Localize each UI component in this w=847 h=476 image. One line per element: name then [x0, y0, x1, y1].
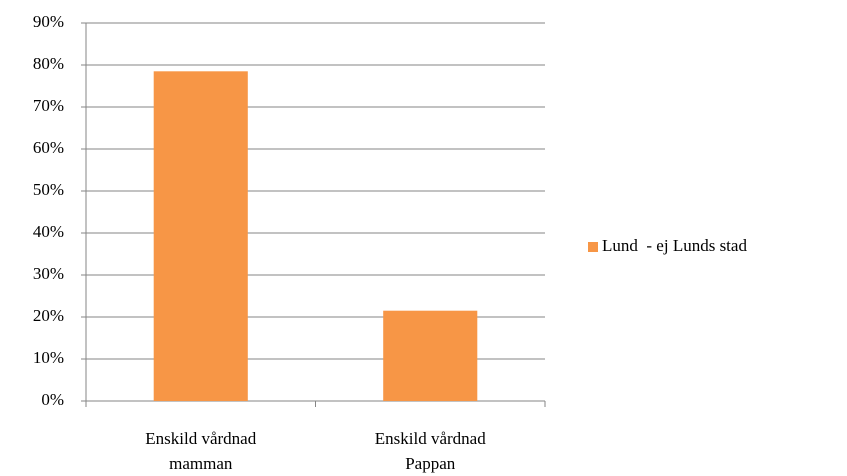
bar: [153, 71, 248, 402]
legend-swatch: [588, 242, 598, 252]
bar: [383, 310, 478, 401]
y-tick-label: 20%: [33, 306, 64, 325]
x-tick-label: Enskild vårdnad Pappan: [375, 429, 486, 473]
y-tick-label: 80%: [33, 54, 64, 73]
y-tick-label: 90%: [33, 12, 64, 31]
x-tick-label: Enskild vårdnad mamman: [145, 429, 256, 473]
y-tick-label: 30%: [33, 264, 64, 283]
y-tick-label: 50%: [33, 180, 64, 199]
y-tick-label: 40%: [33, 222, 64, 241]
y-tick-label: 10%: [33, 348, 64, 367]
legend-label: Lund - ej Lunds stad: [602, 236, 747, 255]
y-tick-label: 0%: [41, 390, 64, 409]
y-tick-label: 60%: [33, 138, 64, 157]
y-tick-label: 70%: [33, 96, 64, 115]
